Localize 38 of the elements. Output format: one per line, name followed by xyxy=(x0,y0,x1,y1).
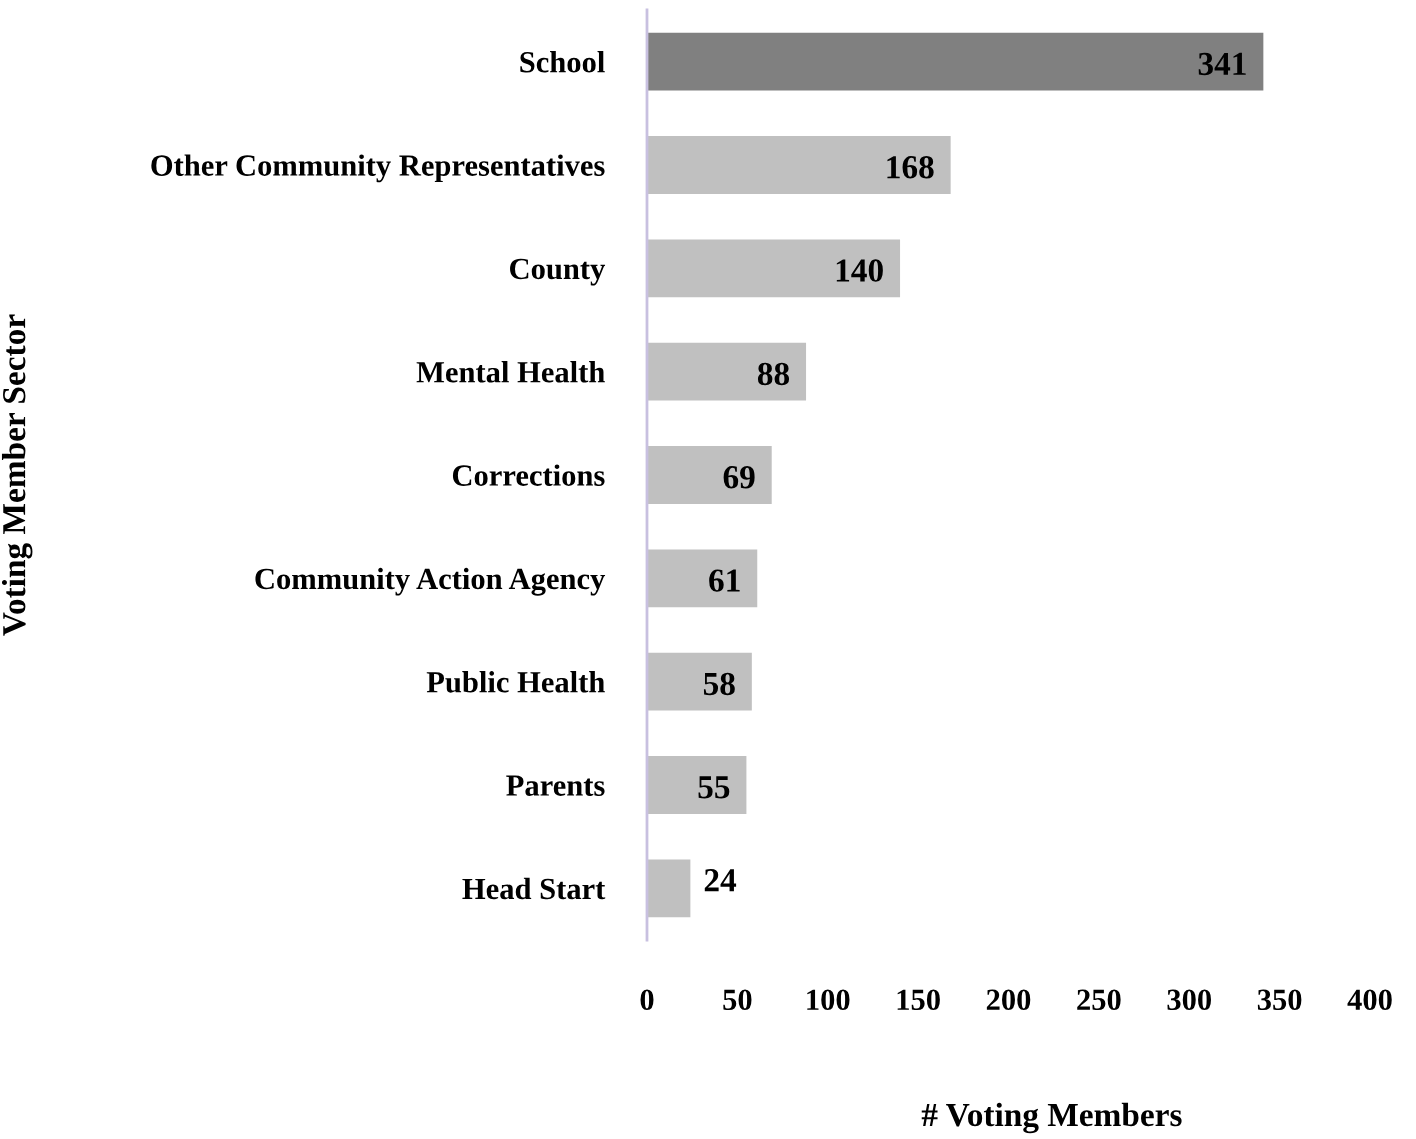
y-tick-label: Mental Health xyxy=(416,361,605,383)
bar xyxy=(647,239,901,298)
y-tick-label: Corrections xyxy=(452,464,605,486)
y-tick-label: Community Action Agency xyxy=(255,567,606,596)
x-tick-label: 150 xyxy=(897,989,940,1011)
data-label: 58 xyxy=(703,672,735,696)
bar xyxy=(647,136,951,194)
bar xyxy=(647,859,691,918)
y-tick-label: Parents xyxy=(506,775,605,796)
data-label: 88 xyxy=(757,362,790,386)
x-axis-title: # Voting Members xyxy=(921,1102,1182,1134)
y-tick-label: Public Health xyxy=(426,671,605,693)
x-tick-label: 400 xyxy=(1347,989,1392,1011)
y-tick-label: County xyxy=(510,258,606,286)
y-tick-label: Head Start xyxy=(462,877,606,900)
x-tick-label: 350 xyxy=(1257,989,1302,1011)
bar xyxy=(647,446,772,504)
data-label: 69 xyxy=(723,466,755,489)
data-label: 24 xyxy=(704,869,737,892)
x-tick-label: 200 xyxy=(986,989,1031,1011)
x-tick-label: 100 xyxy=(807,989,850,1011)
data-label: 61 xyxy=(709,569,740,592)
x-tick-label: 250 xyxy=(1077,989,1121,1011)
x-tick-label: 0 xyxy=(640,989,654,1011)
bar xyxy=(647,756,747,814)
y-tick-label: Other Community Representatives xyxy=(151,154,605,183)
data-label: 140 xyxy=(836,259,883,282)
data-label: 168 xyxy=(887,156,934,179)
bar xyxy=(647,549,758,608)
bar xyxy=(647,652,752,711)
data-label: 341 xyxy=(1198,52,1246,76)
bar xyxy=(647,342,807,401)
bar xyxy=(647,32,1264,91)
x-tick-label: 300 xyxy=(1167,989,1211,1011)
x-tick-label: 50 xyxy=(723,989,752,1011)
y-tick-label: School xyxy=(520,51,605,73)
data-label: 55 xyxy=(698,776,730,799)
y-axis-title: Voting Member Sector xyxy=(1,314,33,636)
